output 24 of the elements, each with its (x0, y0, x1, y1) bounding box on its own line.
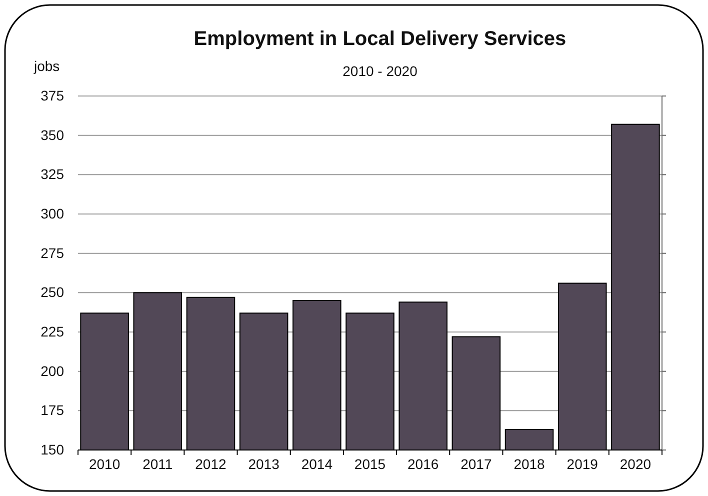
y-tick-label: 275 (40, 244, 64, 261)
y-tick-label: 200 (40, 362, 64, 379)
y-axis-title: jobs (33, 58, 60, 74)
x-tick-label: 2011 (142, 456, 173, 472)
y-tick-label: 325 (40, 166, 64, 182)
y-tick-label: 250 (40, 284, 64, 300)
x-tick-label: 2015 (354, 456, 386, 472)
y-tick-label: 225 (40, 323, 64, 340)
y-tick-label: 375 (40, 87, 64, 104)
x-tick-label: 2014 (301, 456, 333, 472)
x-tick-label: 2018 (514, 456, 546, 472)
chart-subtitle: 2010 - 2020 (342, 63, 418, 79)
y-tick-label: 175 (40, 402, 64, 418)
x-tick-label: 2017 (460, 456, 492, 472)
x-tick-label: 2016 (408, 456, 439, 472)
chart-title: Employment in Local Delivery Services (194, 28, 566, 50)
x-tick-label: 2010 (88, 456, 120, 472)
x-tick-label: 2019 (566, 456, 598, 472)
x-tick-label: 2020 (620, 456, 652, 472)
y-tick-label: 150 (40, 441, 64, 458)
y-tick-label: 350 (40, 126, 64, 143)
x-tick-label: 2012 (195, 456, 227, 472)
y-tick-label: 300 (40, 205, 64, 222)
x-tick-label: 2013 (248, 456, 280, 472)
